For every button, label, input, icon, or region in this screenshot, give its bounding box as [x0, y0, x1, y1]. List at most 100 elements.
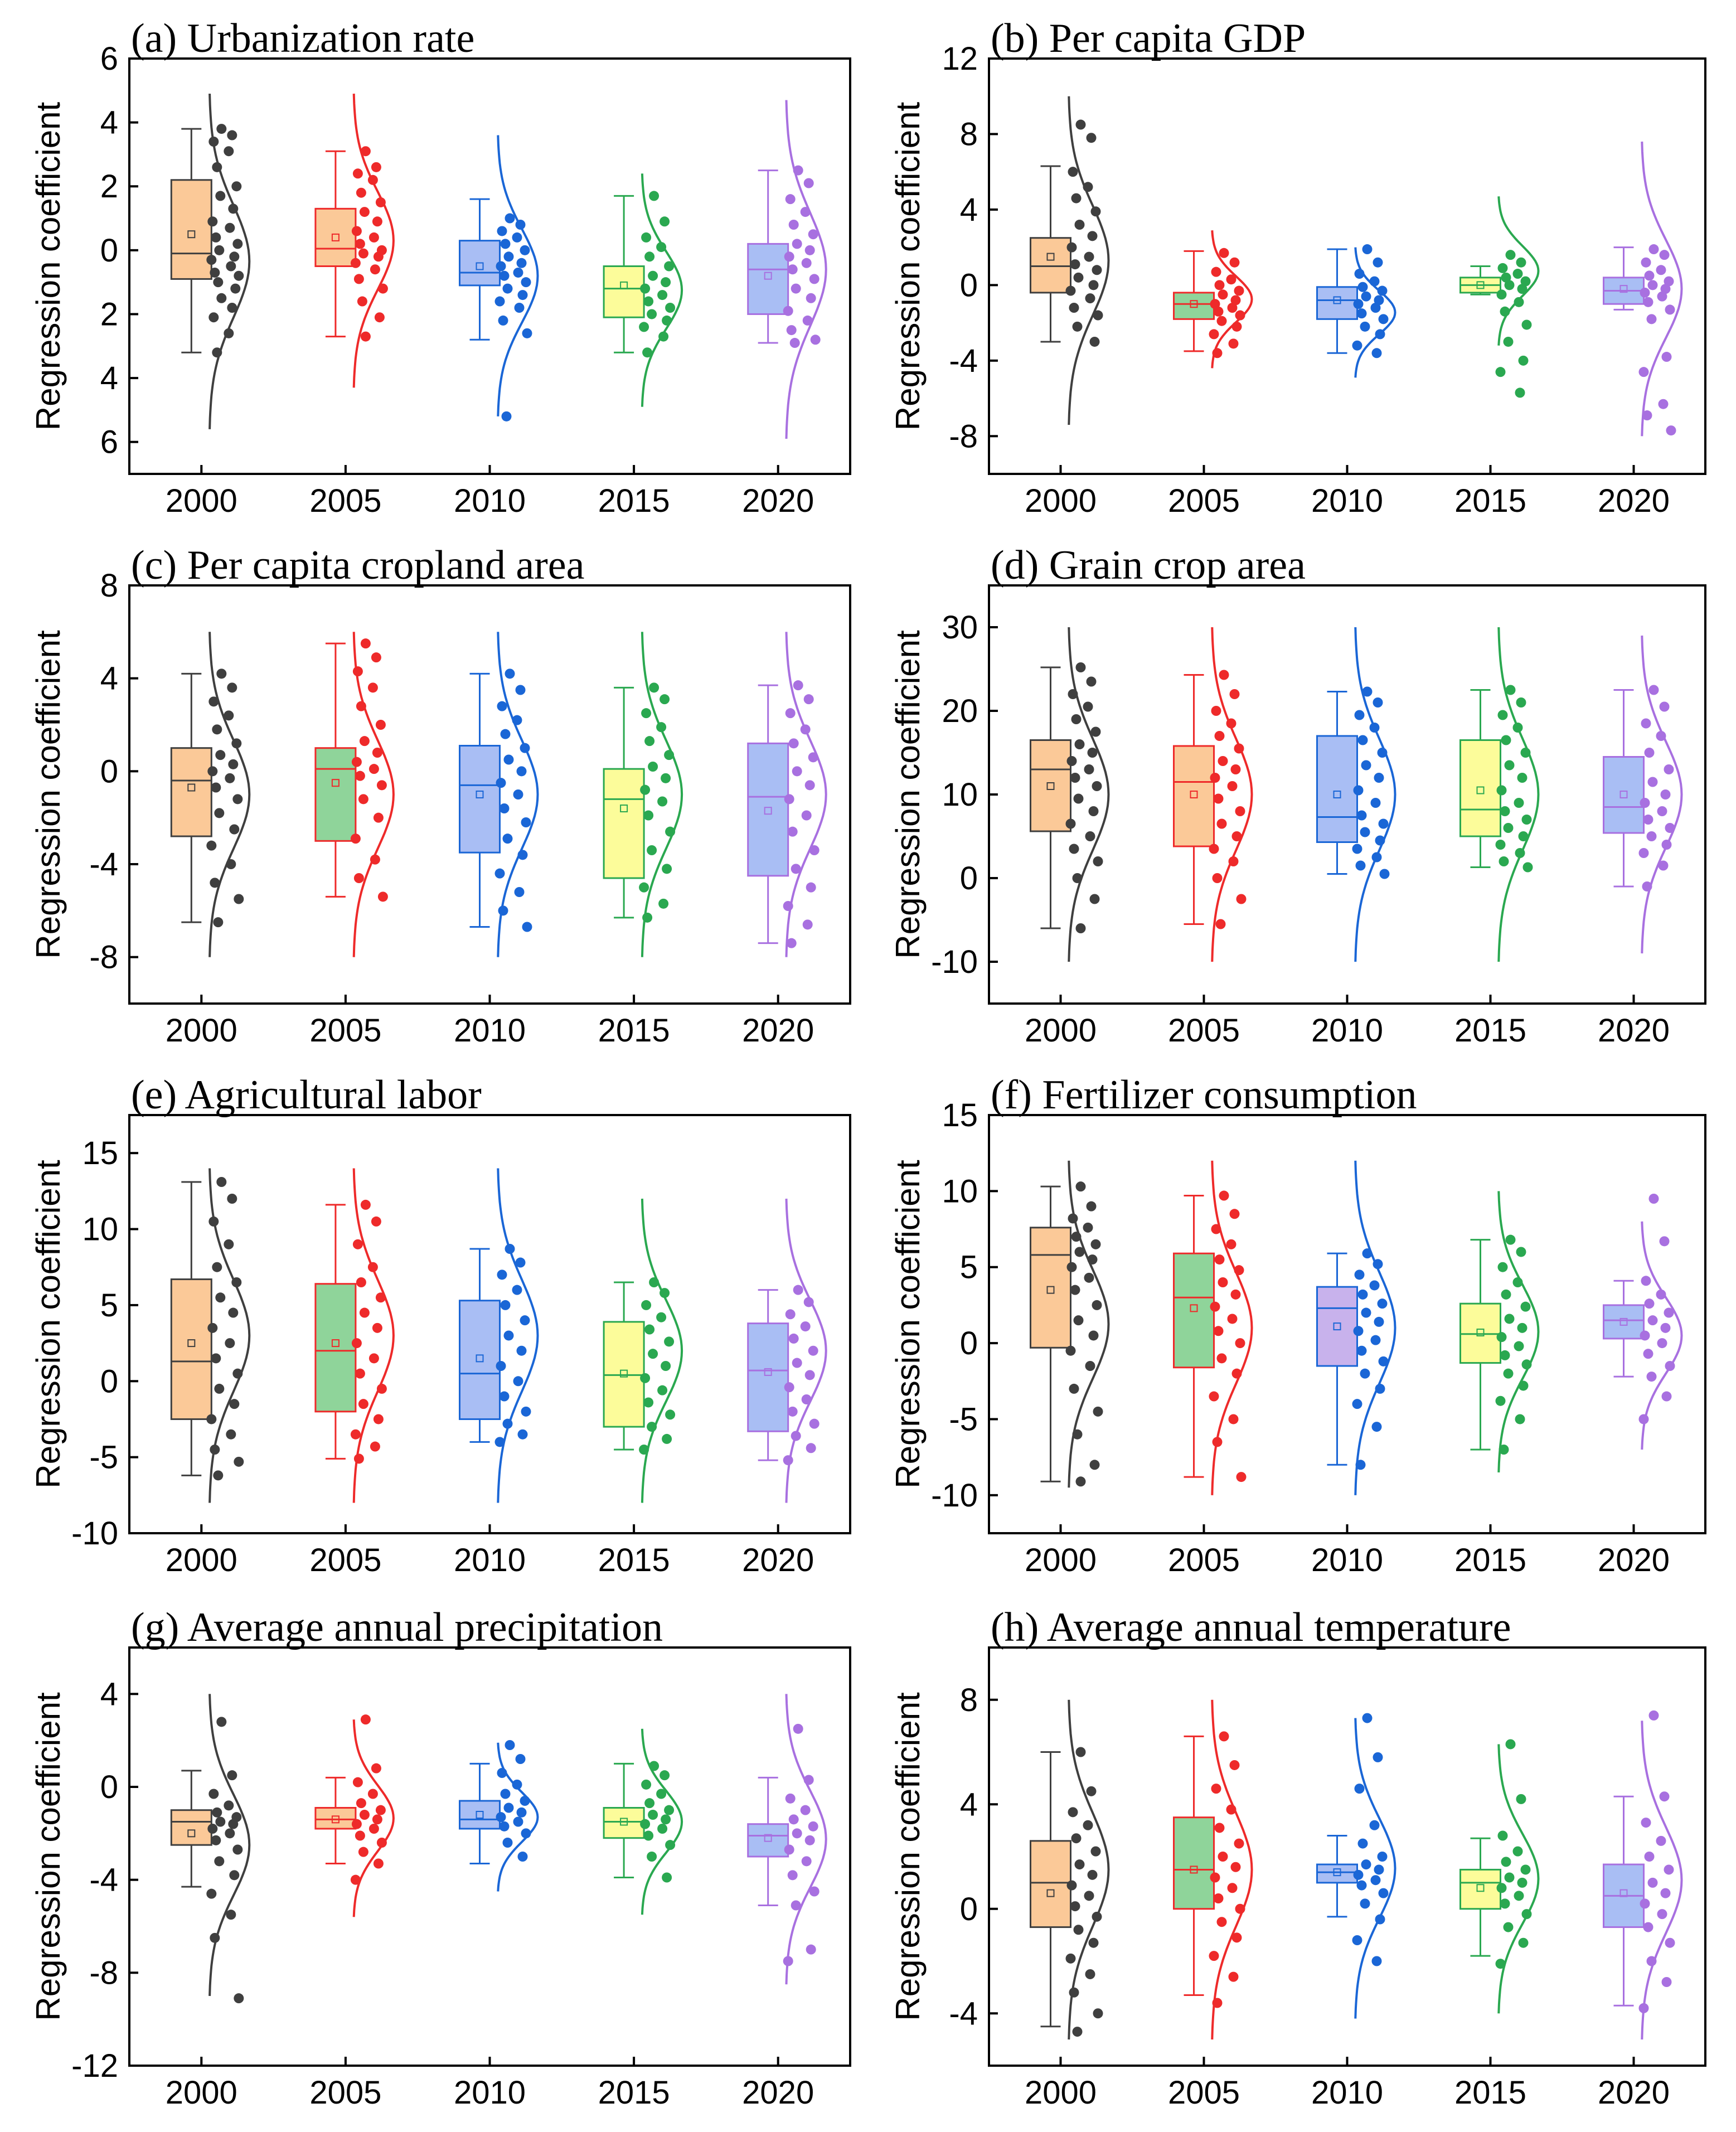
data-point	[360, 331, 371, 342]
data-point	[367, 175, 378, 185]
y-tick-label: 4	[100, 661, 118, 697]
data-point	[1071, 1232, 1082, 1242]
data-point	[231, 1277, 242, 1287]
data-point	[806, 1944, 816, 1955]
data-point	[231, 738, 242, 749]
box	[314, 747, 357, 842]
x-tick-label: 2000	[166, 1542, 237, 1578]
data-point	[206, 840, 217, 851]
data-point	[521, 817, 531, 827]
data-point	[1657, 1338, 1667, 1349]
chart-panel-f: (f) Fertilizer consumption Regression coe…	[889, 1072, 1706, 1578]
data-point	[368, 764, 379, 774]
data-point	[1379, 869, 1390, 879]
data-point	[802, 315, 813, 326]
data-point	[353, 873, 364, 883]
data-point	[1370, 798, 1381, 808]
data-point	[1377, 748, 1388, 758]
data-point	[352, 1777, 363, 1787]
density-curve	[497, 1168, 539, 1503]
box	[170, 1809, 212, 1846]
data-point	[1089, 894, 1100, 904]
data-point	[784, 1844, 794, 1855]
data-point	[367, 1789, 378, 1799]
data-point	[226, 261, 236, 272]
data-point	[1644, 1852, 1655, 1862]
x-tick-label: 2015	[1454, 2075, 1526, 2111]
data-point	[1216, 316, 1227, 326]
data-point	[359, 736, 370, 747]
data-point	[1501, 1857, 1511, 1867]
y-tick-label: -10	[931, 1477, 978, 1514]
data-point	[1072, 1429, 1083, 1440]
data-point	[372, 1814, 382, 1825]
data-point	[783, 1455, 793, 1466]
data-point	[1500, 1898, 1510, 1909]
data-point	[496, 1361, 506, 1371]
data-point	[1216, 1353, 1227, 1364]
data-point	[208, 696, 219, 707]
data-point	[496, 1812, 506, 1823]
mean-marker	[620, 805, 628, 812]
data-point	[1661, 1977, 1672, 1987]
data-point	[1228, 1414, 1239, 1424]
box	[459, 1800, 501, 1830]
data-point	[376, 1838, 387, 1848]
data-point	[1374, 295, 1384, 306]
y-tick-label: 0	[100, 232, 118, 269]
data-point	[1218, 1277, 1228, 1287]
data-point	[648, 1349, 658, 1359]
data-point	[801, 258, 812, 268]
data-point	[1657, 291, 1667, 302]
data-point	[1514, 798, 1524, 808]
data-point	[224, 328, 234, 338]
data-point	[657, 290, 668, 301]
data-point	[496, 261, 506, 272]
data-point	[788, 738, 799, 749]
data-point	[505, 1740, 515, 1750]
mean-marker	[1190, 1304, 1198, 1312]
data-point	[515, 220, 526, 230]
data-point	[206, 1888, 217, 1899]
data-point	[1235, 1338, 1245, 1349]
data-point	[1505, 250, 1516, 260]
data-point	[1209, 844, 1219, 854]
x-tick-label: 2005	[1168, 483, 1240, 519]
density-curve	[1641, 1721, 1683, 2040]
data-point	[1370, 303, 1381, 313]
data-point	[661, 277, 671, 288]
data-point	[206, 1414, 217, 1424]
data-point	[1084, 1891, 1094, 1901]
data-point	[1362, 1248, 1373, 1259]
data-point	[1085, 831, 1095, 841]
data-point	[1500, 1350, 1510, 1360]
data-point	[804, 1835, 815, 1845]
mean-marker	[1476, 786, 1485, 794]
data-point	[1378, 1356, 1389, 1367]
mean-marker	[1476, 281, 1485, 289]
data-point	[1354, 1784, 1365, 1794]
data-point	[809, 845, 819, 855]
data-point	[1357, 1289, 1368, 1300]
data-point	[1514, 1341, 1524, 1351]
data-point	[1362, 244, 1373, 255]
data-point	[1517, 284, 1528, 294]
data-point	[208, 1216, 219, 1227]
data-point	[371, 1763, 381, 1774]
data-point	[1514, 297, 1524, 307]
x-tick-label: 2000	[166, 483, 237, 519]
data-point	[806, 1443, 816, 1453]
data-point	[359, 1307, 370, 1318]
data-point	[1516, 1247, 1526, 1257]
mean-marker	[331, 1815, 340, 1824]
data-point	[1643, 297, 1653, 307]
data-point	[229, 1399, 240, 1409]
data-point	[1647, 1877, 1658, 1888]
data-point	[643, 1397, 654, 1408]
density-curve	[785, 100, 827, 439]
data-point	[1089, 1460, 1100, 1470]
box	[747, 1823, 789, 1858]
data-point	[1517, 1877, 1528, 1888]
data-point	[657, 1385, 668, 1396]
